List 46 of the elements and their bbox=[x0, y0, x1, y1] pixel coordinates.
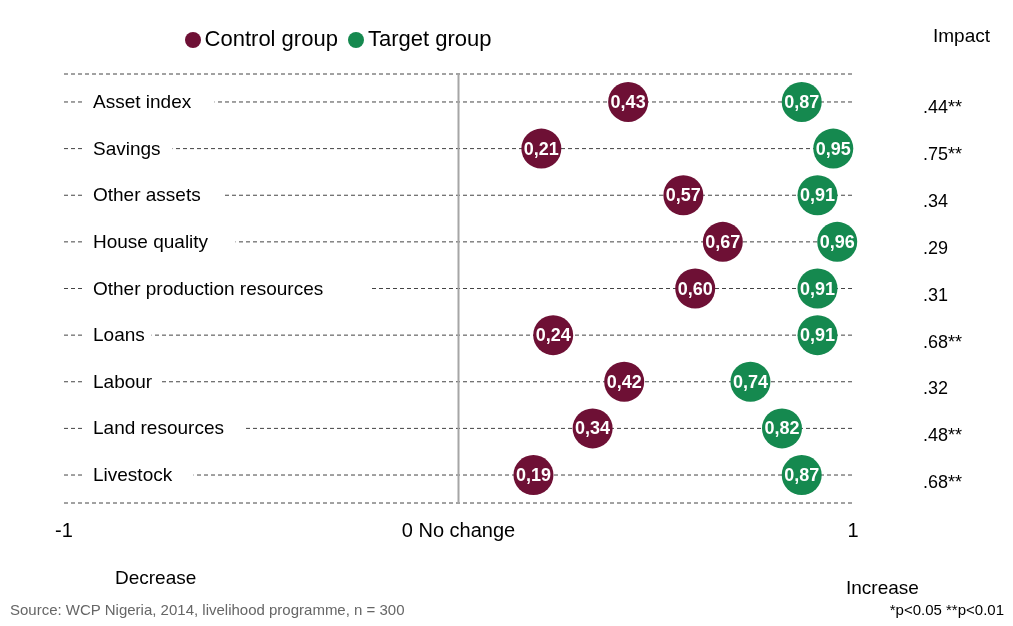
data-label: 0,91 bbox=[799, 278, 836, 299]
data-label: 0,91 bbox=[799, 185, 836, 206]
data-label: 0,24 bbox=[535, 325, 571, 346]
legend-label: Target group bbox=[367, 26, 492, 51]
source-note: Source: WCP Nigeria, 2014, livelihood programme, n = 300 bbox=[10, 601, 405, 618]
y-tick-label: Livestock bbox=[93, 464, 173, 486]
text: .44** bbox=[923, 97, 963, 118]
data-label: 0,67 bbox=[705, 231, 741, 252]
data-label: 0,87 bbox=[784, 91, 820, 112]
x-tick-label: 1 bbox=[847, 519, 859, 542]
y-tick-label: House quality bbox=[93, 230, 209, 252]
data-label: 0,95 bbox=[815, 138, 851, 159]
data-label: 0,34 bbox=[575, 418, 611, 439]
x-tick-label: -1 bbox=[55, 519, 73, 542]
y-tick-label: Other production resources bbox=[93, 277, 324, 299]
text: .48** bbox=[923, 425, 963, 446]
text: .31 bbox=[923, 284, 949, 305]
y-tick-label: Savings bbox=[93, 137, 161, 159]
data-label: 0,60 bbox=[677, 278, 713, 299]
text: .75** bbox=[923, 144, 963, 165]
x-tick-label: 0 No change bbox=[401, 519, 516, 542]
text: Impact bbox=[933, 25, 991, 46]
data-label: 0,21 bbox=[523, 138, 559, 159]
data-label: 0,42 bbox=[606, 371, 642, 392]
text: .32 bbox=[923, 378, 949, 399]
data-label: 0,43 bbox=[610, 91, 646, 112]
y-tick-label: Other assets bbox=[93, 184, 201, 206]
text: *p<0.05 **p<0.01 bbox=[889, 601, 1004, 618]
legend-label: Control group bbox=[204, 26, 338, 51]
data-label: 0,74 bbox=[732, 371, 768, 392]
text: Decrease bbox=[115, 567, 197, 588]
text: .29 bbox=[923, 237, 949, 258]
text: .68** bbox=[923, 472, 963, 493]
data-label: 0,87 bbox=[784, 465, 820, 486]
data-label: 0,57 bbox=[665, 185, 701, 206]
y-tick-label: Asset index bbox=[93, 90, 192, 112]
data-label: 0,82 bbox=[764, 418, 800, 439]
y-tick-label: Land resources bbox=[93, 417, 224, 439]
data-label: 0,19 bbox=[515, 465, 551, 486]
data-label: 0,96 bbox=[819, 231, 855, 252]
data-label: 0,91 bbox=[799, 325, 836, 346]
y-tick-label: Labour bbox=[93, 370, 153, 392]
y-tick-label: Loans bbox=[93, 324, 145, 346]
text: .34 bbox=[923, 190, 949, 211]
text: .68** bbox=[923, 331, 963, 352]
text: Increase bbox=[846, 577, 919, 598]
